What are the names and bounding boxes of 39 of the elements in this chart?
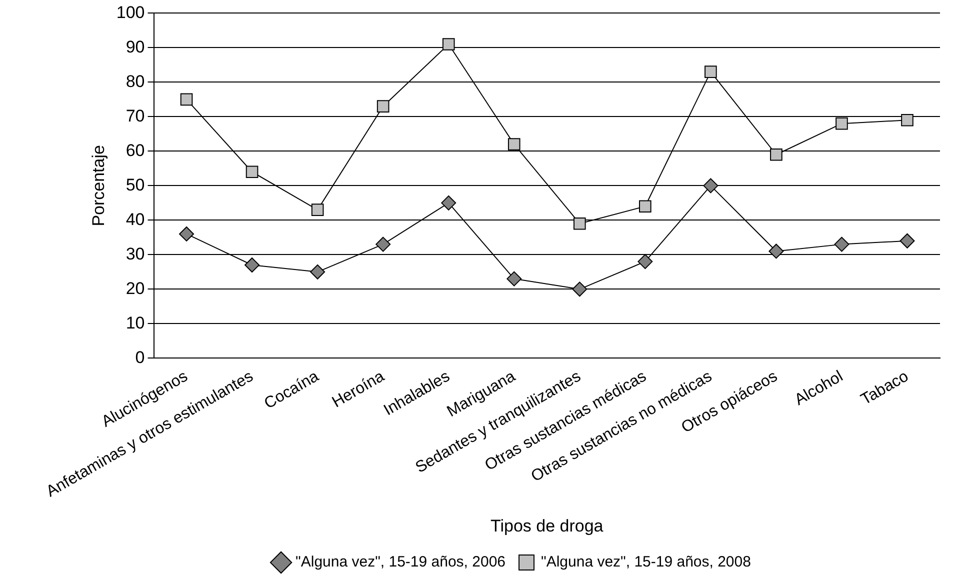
point <box>441 195 456 210</box>
point <box>506 271 522 286</box>
point <box>376 236 391 252</box>
point <box>572 282 588 297</box>
point <box>834 236 850 252</box>
y-tick-label: 0 <box>135 348 145 367</box>
y-tick-label: 50 <box>126 175 145 194</box>
point <box>508 138 520 150</box>
point <box>768 244 784 259</box>
point <box>900 233 915 248</box>
point <box>376 100 390 112</box>
point <box>246 166 258 178</box>
point <box>704 66 717 78</box>
point <box>770 148 782 161</box>
point <box>244 258 260 273</box>
y-tick-label: 70 <box>126 106 145 126</box>
point <box>442 38 455 50</box>
y-tick-label: 60 <box>126 140 145 160</box>
y-tick-label: 20 <box>126 278 145 298</box>
y-tick-label: 100 <box>116 2 145 22</box>
point <box>836 117 848 130</box>
point <box>639 200 652 213</box>
y-tick-label: 10 <box>126 313 145 332</box>
legend-label: "Alguna vez", 15-19 años, 2006 <box>296 554 506 571</box>
point <box>310 264 326 280</box>
point <box>703 178 718 194</box>
point <box>901 114 914 126</box>
y-tick-label: 80 <box>126 72 145 91</box>
point <box>179 226 194 242</box>
legend-label: "Alguna vez", 15-19 años, 2008 <box>541 554 751 571</box>
y-tick-label: 90 <box>126 37 145 56</box>
point <box>638 254 653 270</box>
y-axis-title: Porcentaje <box>88 145 108 226</box>
y-tick-label: 40 <box>126 210 145 229</box>
x-axis-title: Tipos de droga <box>490 516 604 536</box>
y-tick-label: 30 <box>126 244 145 264</box>
point <box>573 217 586 230</box>
point <box>311 204 324 216</box>
point <box>180 93 193 106</box>
